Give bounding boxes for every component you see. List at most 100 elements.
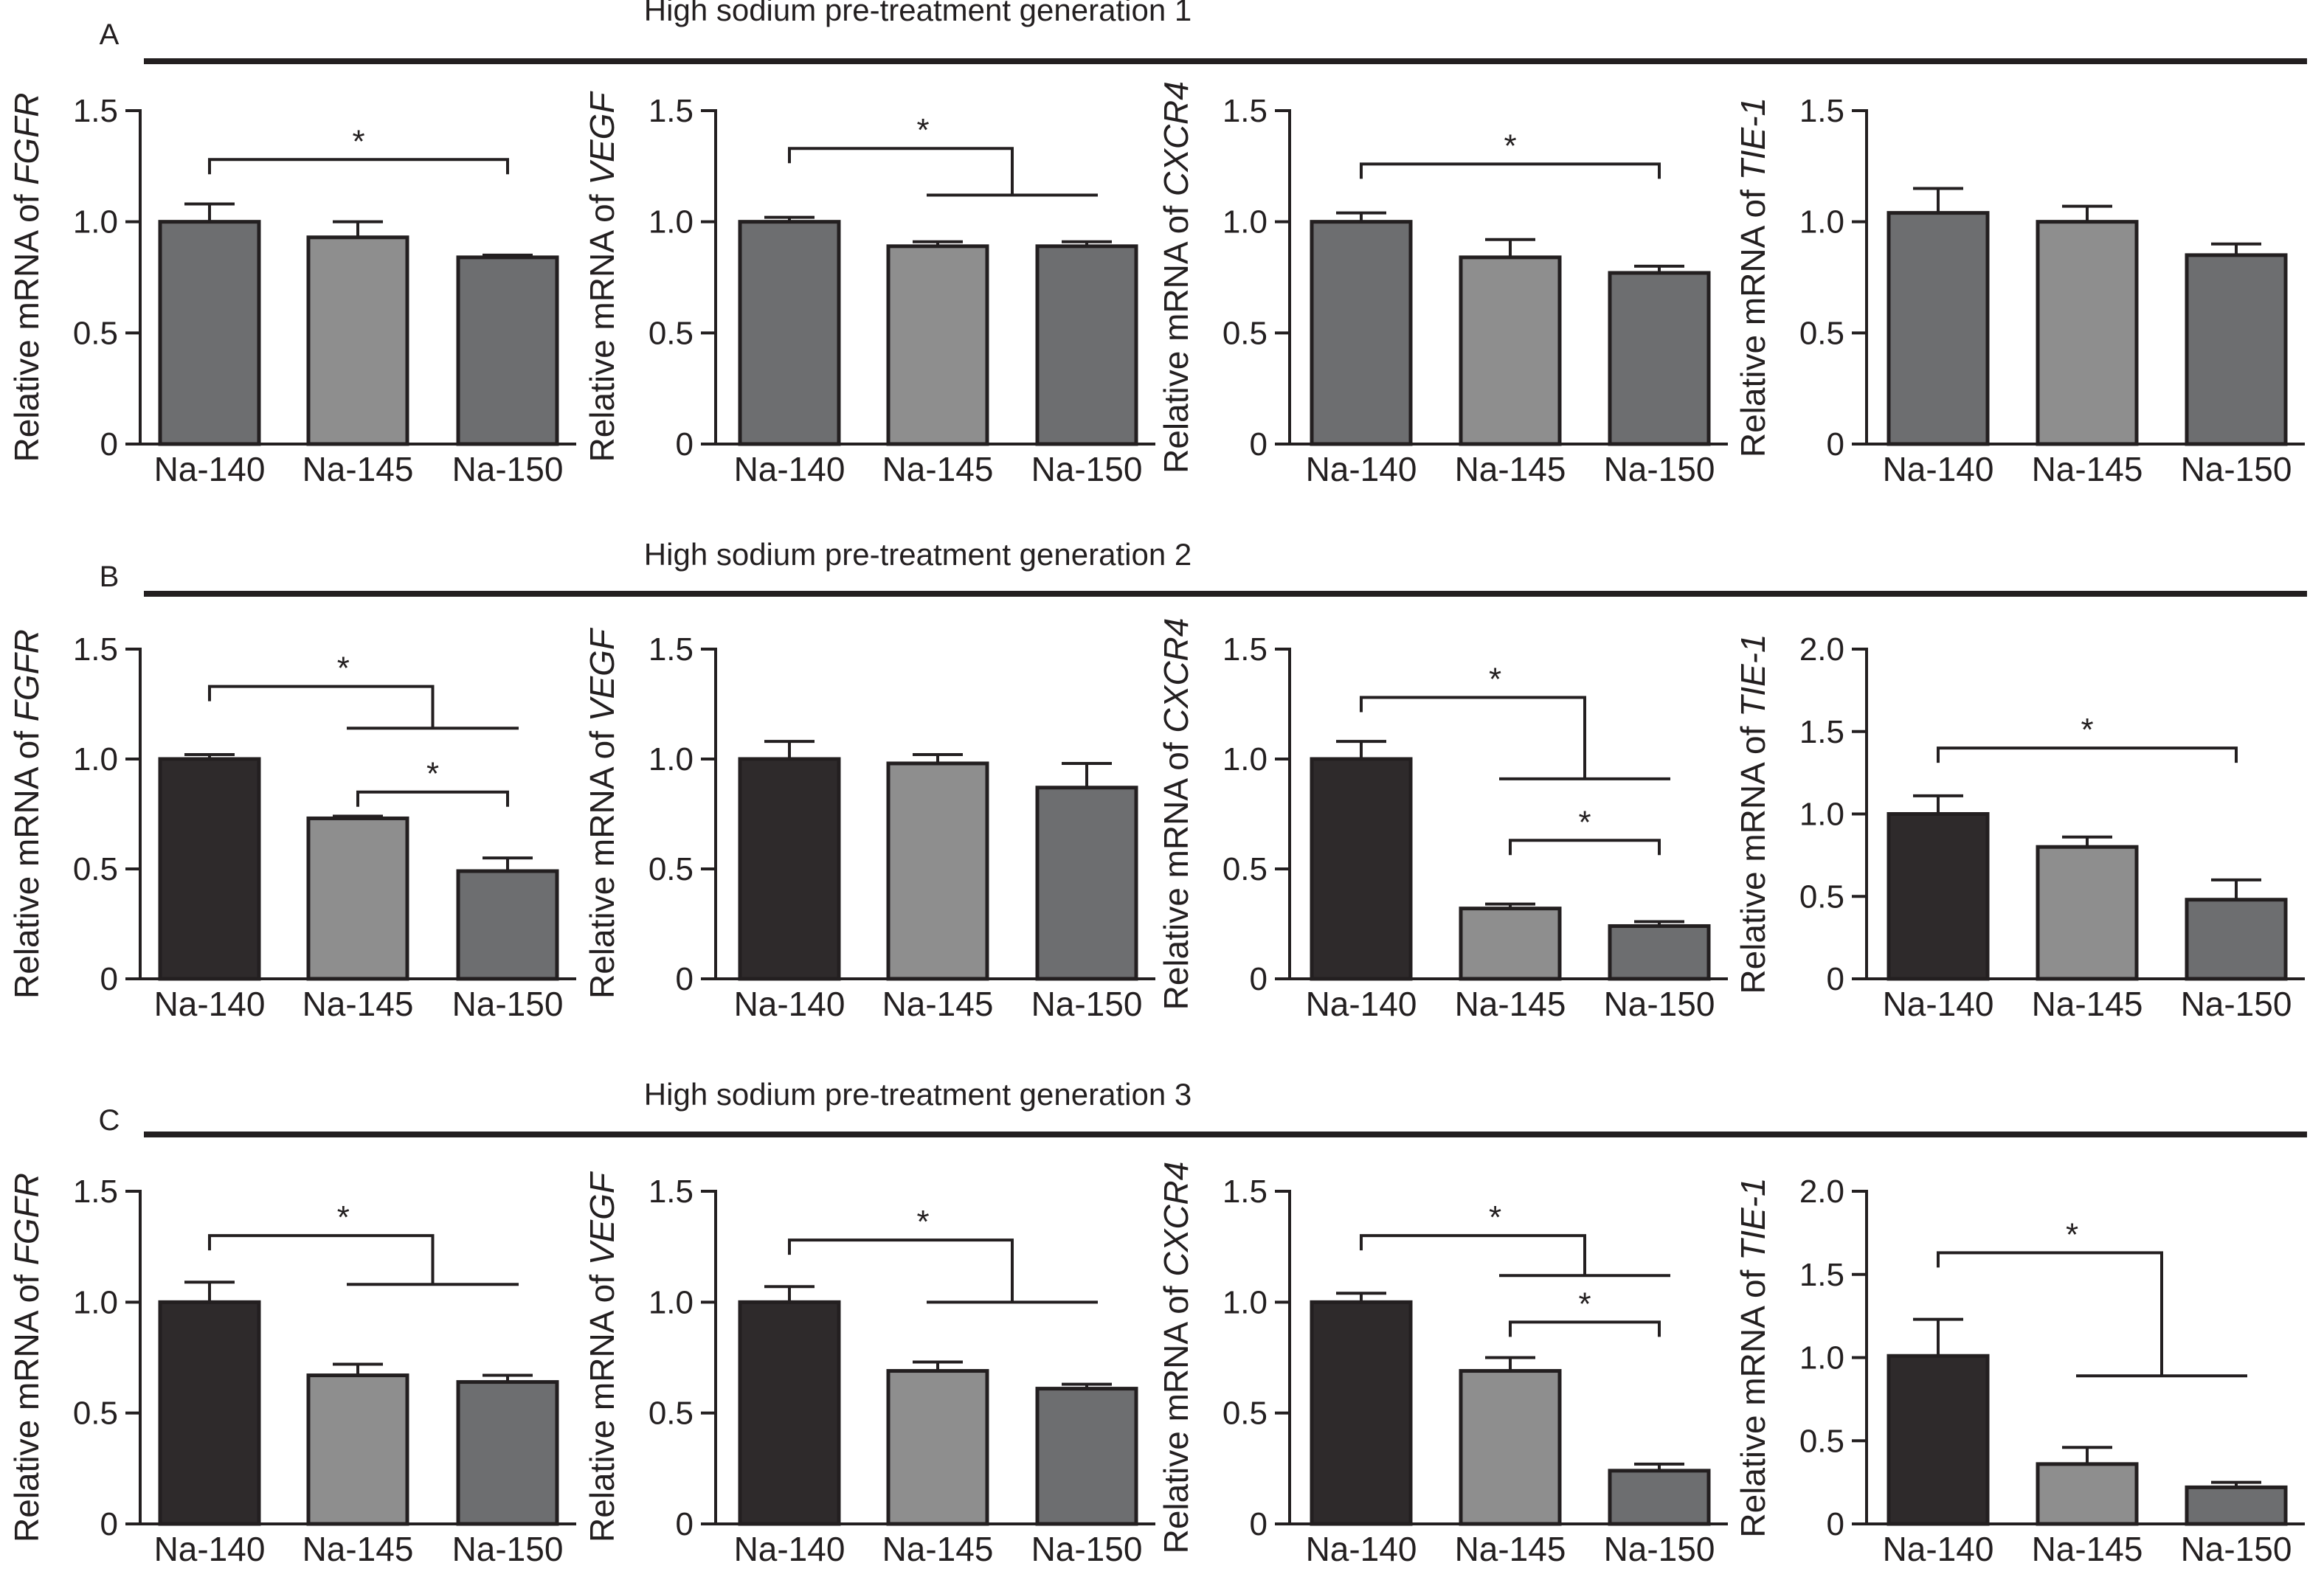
bar-na-150 xyxy=(456,255,559,446)
x-tick-label: Na-145 xyxy=(882,1530,994,1568)
bar-na-145 xyxy=(886,1369,989,1526)
x-tick-label: Na-140 xyxy=(1306,985,1417,1023)
y-tick-label: 2.0 xyxy=(1799,631,1844,668)
x-tick-label: Na-140 xyxy=(734,985,845,1023)
y-axis-title: Relative mRNA of FGFR xyxy=(7,1173,46,1542)
y-tick-label: 2.0 xyxy=(1799,1174,1844,1210)
significance-bracket xyxy=(1509,839,1661,856)
y-axis-title: Relative mRNA of CXCR4 xyxy=(1157,1162,1195,1554)
x-tick-label: Na-150 xyxy=(1031,450,1143,488)
x-tick-label: Na-145 xyxy=(2032,985,2143,1023)
significance-bracket xyxy=(1937,746,2238,763)
bar-na-140 xyxy=(1310,757,1413,981)
y-tick-label: 1.0 xyxy=(1799,797,1844,833)
bar-na-140 xyxy=(1886,1354,1990,1526)
bar-na-140 xyxy=(1886,812,1990,981)
y-axis-title: Relative mRNA of TIE-1 xyxy=(1734,634,1772,994)
y-tick-label: 0.5 xyxy=(649,851,694,887)
y-tick-label: 0 xyxy=(100,426,118,462)
y-tick-label: 1.0 xyxy=(1799,1340,1844,1376)
y-tick-label: 0 xyxy=(676,961,694,997)
y-tick-label: 1.0 xyxy=(1222,1284,1268,1320)
chart-cxcr4-gen1: 0 0.5 1.0 1.5 Relative mRNA of CXCR4 Na-140 Na… xyxy=(1157,81,1728,488)
bar-na-140 xyxy=(158,220,261,446)
y-tick-label: 0.5 xyxy=(1222,851,1268,887)
x-tick-label: Na-145 xyxy=(1455,985,1566,1023)
significance-bracket xyxy=(1360,696,1586,779)
x-tick-label: Na-140 xyxy=(1883,1530,1994,1568)
y-tick-label: 1.5 xyxy=(649,93,694,129)
y-tick-label: 0.5 xyxy=(1222,315,1268,351)
significance-bracket xyxy=(788,1238,1014,1303)
panel-label-C: C xyxy=(99,1104,120,1137)
y-tick-label: 0 xyxy=(1250,426,1268,462)
y-tick-label: 0 xyxy=(676,1506,694,1542)
x-tick-label: Na-145 xyxy=(2032,1530,2143,1568)
x-tick-label: Na-150 xyxy=(1604,985,1715,1023)
x-tick-label: Na-145 xyxy=(1455,1530,1566,1568)
bar-na-145 xyxy=(886,244,989,446)
y-tick-label: 1.5 xyxy=(1222,93,1268,129)
bar-na-145 xyxy=(886,761,989,981)
y-tick-label: 1.5 xyxy=(73,1174,118,1210)
y-tick-label: 0 xyxy=(1827,1506,1844,1542)
y-tick-label: 0.5 xyxy=(1799,315,1844,351)
bar-na-150 xyxy=(1608,924,1711,981)
significance-bracket xyxy=(1360,162,1661,179)
x-tick-label: Na-140 xyxy=(1306,450,1417,488)
chart-tie-1-gen3: 0 0.5 1.0 1.5 2.0 Relative mRNA of TIE-1 Na-14… xyxy=(1734,1174,2305,1568)
bar-na-140 xyxy=(158,1300,261,1526)
significance-bracket xyxy=(1509,1320,1661,1337)
bar-na-145 xyxy=(1459,255,1562,446)
y-tick-label: 1.5 xyxy=(73,93,118,129)
y-tick-label: 1.0 xyxy=(73,204,118,240)
significance-bracket xyxy=(788,147,1014,195)
y-tick-label: 1.0 xyxy=(1222,204,1268,240)
y-tick-label: 1.5 xyxy=(1799,1257,1844,1293)
y-axis-title: Relative mRNA of TIE-1 xyxy=(1734,1177,1772,1537)
chart-vegf-gen1: 0 0.5 1.0 1.5 Relative mRNA of VEGF Na-140 Na-… xyxy=(583,91,1155,488)
y-tick-label: 0.5 xyxy=(73,1396,118,1432)
significance-bracket xyxy=(208,158,509,175)
significance-star: * xyxy=(2081,712,2093,748)
x-tick-label: Na-150 xyxy=(1031,985,1143,1023)
bar-na-145 xyxy=(1459,1369,1562,1526)
y-tick-label: 0.5 xyxy=(1799,879,1844,915)
significance-bracket xyxy=(208,1234,435,1285)
y-tick-label: 0 xyxy=(100,961,118,997)
bar-na-140 xyxy=(1310,220,1413,446)
x-tick-label: Na-150 xyxy=(452,1530,564,1568)
significance-star: * xyxy=(1504,128,1516,164)
bar-na-145 xyxy=(306,816,409,981)
panel-label-B: B xyxy=(100,561,120,593)
significance-star: * xyxy=(426,756,439,792)
chart-tie-1-gen2: 0 0.5 1.0 1.5 2.0 Relative mRNA of TIE-1 Na-14… xyxy=(1734,631,2305,1023)
y-axis-title: Relative mRNA of FGFR xyxy=(7,629,46,999)
x-tick-label: Na-140 xyxy=(1883,985,1994,1023)
row-title-1: High sodium pre-treatment generation 1 xyxy=(644,0,1192,27)
x-tick-label: Na-145 xyxy=(302,450,414,488)
x-tick-label: Na-140 xyxy=(154,1530,266,1568)
y-tick-label: 0 xyxy=(1827,426,1844,462)
y-tick-label: 1.0 xyxy=(73,741,118,777)
y-tick-label: 1.5 xyxy=(73,631,118,668)
y-tick-label: 1.5 xyxy=(1799,714,1844,750)
significance-star: * xyxy=(1489,1199,1501,1236)
bar-na-145 xyxy=(2036,220,2139,446)
chart-cxcr4-gen2: 0 0.5 1.0 1.5 Relative mRNA of CXCR4 Na-140 Na… xyxy=(1157,618,1728,1023)
y-axis-title: Relative mRNA of VEGF xyxy=(583,627,621,999)
bar-na-150 xyxy=(456,869,559,981)
x-tick-label: Na-145 xyxy=(2032,450,2143,488)
bar-na-150 xyxy=(2185,1485,2288,1526)
x-tick-label: Na-150 xyxy=(1604,450,1715,488)
y-tick-label: 0 xyxy=(1827,961,1844,997)
y-tick-label: 0 xyxy=(1250,1506,1268,1542)
significance-star: * xyxy=(1578,804,1591,840)
y-axis-title: Relative mRNA of VEGF xyxy=(583,91,621,462)
x-tick-label: Na-150 xyxy=(452,985,564,1023)
y-tick-label: 0.5 xyxy=(649,1396,694,1432)
y-tick-label: 0 xyxy=(676,426,694,462)
significance-star: * xyxy=(1578,1286,1591,1322)
panel-label-A: A xyxy=(100,18,120,51)
significance-bracket xyxy=(208,685,435,729)
